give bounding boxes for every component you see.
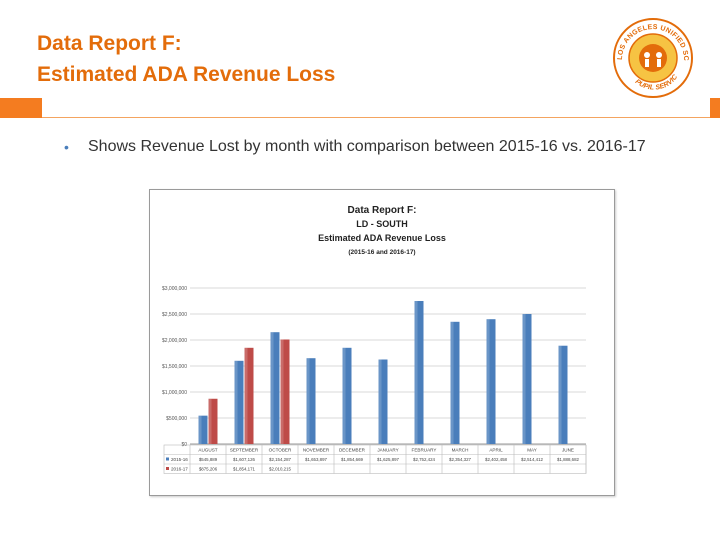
x-category-label: OCTOBER <box>269 448 292 453</box>
bar-highlight <box>244 347 248 444</box>
y-tick-label: $2,500,000 <box>162 312 187 318</box>
bar-highlight <box>414 301 418 444</box>
bar-highlight <box>450 321 454 444</box>
legend-swatch-2016-17 <box>166 467 169 470</box>
revenue-loss-bar-chart: Data Report F: LD - SOUTH Estimated ADA … <box>162 205 587 474</box>
bar-highlight <box>378 359 382 444</box>
y-tick-label: $3,000,000 <box>162 286 187 292</box>
y-tick-label: $1,000,000 <box>162 390 187 396</box>
data-table-value: $1,607,126 <box>233 457 256 462</box>
bar-2016-17-september <box>244 347 254 444</box>
y-tick-label: $500,000 <box>166 416 187 422</box>
bullet-item: • Shows Revenue Lost by month with compa… <box>64 136 674 158</box>
district-seal-logo: LOS ANGELES UNIFIED SCHOOL DISTRICT PUPI… <box>612 12 693 98</box>
x-category-label: JUNE <box>562 448 574 453</box>
bar-highlight <box>342 347 346 444</box>
bar-2015-16-march <box>450 321 460 444</box>
y-tick-label: $2,000,000 <box>162 338 187 344</box>
slide-title-line-2: Estimated ADA Revenue Loss <box>37 63 336 86</box>
accent-bar-right <box>710 98 720 118</box>
bar-highlight <box>522 314 526 444</box>
x-category-label: APRIL <box>489 448 503 453</box>
x-category-label: SEPTEMBER <box>230 448 259 453</box>
y-tick-label: $1,500,000 <box>162 364 187 370</box>
chart-title: Data Report F: <box>348 205 417 216</box>
x-category-label: MAY <box>527 448 537 453</box>
data-table-value: $1,854,669 <box>341 457 364 462</box>
chart-subtitle-years: (2015-16 and 2016-17) <box>348 249 415 256</box>
data-table-value: $1,653,897 <box>305 457 328 462</box>
data-table-value: $2,354,327 <box>449 457 472 462</box>
slide-title: Data Report F: Estimated ADA Revenue Los… <box>37 28 335 90</box>
legend-swatch-2015-16 <box>166 457 169 461</box>
data-table-value: $2,514,412 <box>521 457 544 462</box>
bar-2015-16-october <box>270 332 280 444</box>
bar-2015-16-august <box>198 415 208 444</box>
chart-frame: Data Report F: LD - SOUTH Estimated ADA … <box>149 189 615 496</box>
bar-2015-16-may <box>522 314 532 444</box>
data-table-value: $545,889 <box>199 457 218 462</box>
bar-2015-16-december <box>342 347 352 444</box>
x-category-label: NOVEMBER <box>303 448 330 453</box>
data-table-value: $1,625,897 <box>377 457 400 462</box>
data-table-value: $1,888,682 <box>557 457 580 462</box>
bar-2015-16-june <box>558 345 568 444</box>
bar-highlight <box>306 358 310 444</box>
bar-highlight <box>270 332 274 444</box>
bar-2015-16-november <box>306 358 316 444</box>
chart-subtitle-metric: Estimated ADA Revenue Loss <box>318 233 446 243</box>
bar-highlight <box>558 345 562 444</box>
bar-highlight <box>208 398 212 444</box>
legend-label-2016-17: 2016-17 <box>171 467 188 472</box>
legend-label-2015-16: 2015-16 <box>171 457 188 462</box>
data-table-value: $2,010,215 <box>269 467 292 472</box>
bar-2016-17-august <box>208 398 218 444</box>
x-category-label: DECEMBER <box>339 448 366 453</box>
bar-2015-16-september <box>234 360 244 444</box>
data-table-value: $2,154,287 <box>269 457 292 462</box>
bar-highlight <box>486 319 490 444</box>
bar-highlight <box>280 339 284 444</box>
bar-2016-17-october <box>280 339 290 444</box>
data-table-value: $2,402,458 <box>485 457 508 462</box>
chart-subtitle-region: LD - SOUTH <box>356 219 408 229</box>
bar-highlight <box>198 415 202 444</box>
data-table-value: $875,206 <box>199 467 218 472</box>
data-table-value: $1,854,171 <box>233 467 256 472</box>
x-category-label: JANUARY <box>377 448 398 453</box>
slide-title-line-1: Data Report F: <box>37 32 182 55</box>
bullet-text: Shows Revenue Lost by month with compari… <box>88 138 646 155</box>
x-category-label: FEBRUARY <box>412 448 437 453</box>
x-category-label: AUGUST <box>198 448 217 453</box>
bar-2015-16-january <box>378 359 388 444</box>
x-category-label: MARCH <box>452 448 469 453</box>
accent-divider-line <box>42 117 720 118</box>
bar-2015-16-february <box>414 301 424 444</box>
bullet-dot-icon: • <box>64 139 69 155</box>
bar-2015-16-april <box>486 319 496 444</box>
bar-highlight <box>234 360 238 444</box>
data-table-value: $2,752,424 <box>413 457 436 462</box>
accent-bar-left <box>0 98 42 118</box>
